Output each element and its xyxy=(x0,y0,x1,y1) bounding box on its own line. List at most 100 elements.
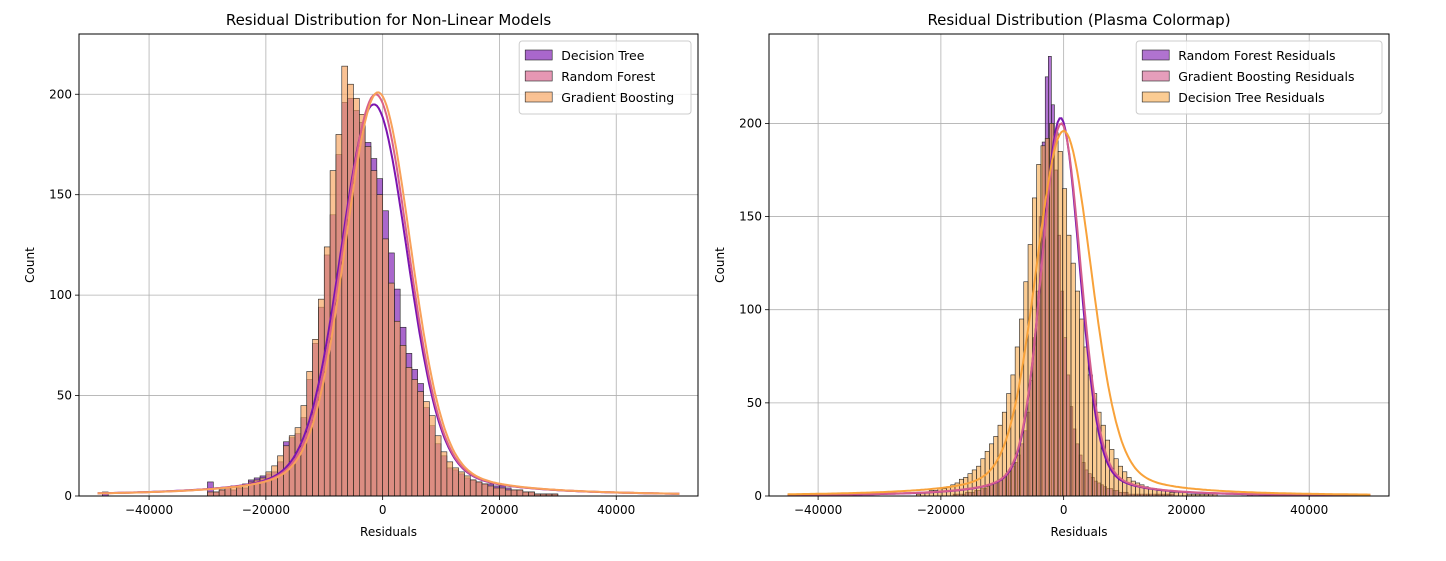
histogram-bar xyxy=(207,491,214,497)
y-tick-label: 100 xyxy=(739,303,762,317)
kde-curve-3 xyxy=(97,91,680,495)
histogram-bar xyxy=(394,320,401,497)
histogram-bar xyxy=(399,345,407,497)
legend-swatch xyxy=(524,70,553,82)
x-tick-label: −40000 xyxy=(125,503,173,517)
histogram-bar xyxy=(971,469,977,497)
histogram-bar xyxy=(958,478,964,497)
histogram-bar xyxy=(1173,491,1179,497)
x-tick-label: 40000 xyxy=(597,503,635,517)
chart-title: Residual Distribution (Plasma Colormap) xyxy=(927,11,1230,29)
histogram-bar xyxy=(440,451,448,497)
legend-swatch xyxy=(1141,70,1170,82)
histogram-bar xyxy=(434,435,442,497)
histogram-bar xyxy=(1053,132,1059,497)
histogram-bar xyxy=(446,461,454,497)
histogram-bar xyxy=(429,415,436,497)
chart-1: −40000 −20000 0 20000 40000 0 50 100 150 200 Resid… xyxy=(23,11,699,539)
histogram-bar xyxy=(967,473,973,497)
y-axis-label: Count xyxy=(713,247,727,283)
histogram-bar xyxy=(464,475,471,497)
x-tick-label: −20000 xyxy=(917,503,965,517)
legend: Decision Tree Random Forest Gradient Boost… xyxy=(518,40,692,115)
histogram-bar xyxy=(1006,393,1012,497)
histogram-bar xyxy=(1178,491,1184,497)
histogram-bar xyxy=(1070,262,1076,497)
legend-swatch xyxy=(1141,49,1170,61)
histogram-bar xyxy=(493,487,500,497)
histogram-bar xyxy=(364,146,372,497)
y-tick-label: 150 xyxy=(49,188,72,202)
legend-label: Gradient Boosting Residuals xyxy=(1178,69,1354,84)
legend-swatch xyxy=(1141,91,1170,103)
histogram-bar xyxy=(1001,411,1007,497)
x-tick-label: 0 xyxy=(1060,503,1068,517)
histogram-bar xyxy=(224,487,232,497)
histogram-bar xyxy=(1057,151,1063,497)
kde-curve-3 xyxy=(787,129,1371,496)
histogram-bar xyxy=(265,471,273,497)
histogram-bar xyxy=(499,487,506,497)
histogram-bar xyxy=(487,485,494,497)
x-tick-label: 40000 xyxy=(1290,503,1328,517)
histogram-bar xyxy=(475,481,483,497)
chart-2: −40000 −20000 0 20000 40000 0 50 100 150 200 Resid… xyxy=(713,11,1390,539)
histogram-bar xyxy=(1062,188,1068,497)
histogram-bar xyxy=(341,65,348,497)
histogram-bar xyxy=(1010,374,1016,497)
histogram-bar xyxy=(376,194,383,497)
legend: Random Forest Residuals Gradient Boosting… xyxy=(1135,40,1383,115)
y-axis-label: Count xyxy=(23,247,37,283)
y-tick-label: 200 xyxy=(49,87,72,101)
axes-frame xyxy=(78,33,699,497)
histogram-bar xyxy=(388,282,395,497)
legend-label: Random Forest Residuals xyxy=(1178,48,1335,63)
chart-title: Residual Distribution for Non-Linear Mod… xyxy=(226,11,552,29)
histogram-bar xyxy=(976,465,982,497)
x-tick-label: 0 xyxy=(379,503,387,517)
y-tick-label: 50 xyxy=(747,396,762,410)
histogram-bar xyxy=(963,477,969,497)
histogram-bar xyxy=(271,465,278,497)
histogram-bar xyxy=(452,467,459,497)
legend-box xyxy=(1135,40,1383,115)
histogram-bar xyxy=(411,379,418,497)
histogram-bar xyxy=(382,238,389,497)
histogram-bar xyxy=(1023,281,1029,497)
histogram-bar xyxy=(1156,490,1162,497)
x-tick-label: 20000 xyxy=(1167,503,1205,517)
histogram-bar xyxy=(997,424,1003,497)
y-tick-label: 0 xyxy=(754,489,762,503)
histogram-bar xyxy=(1019,318,1025,497)
y-tick-label: 50 xyxy=(57,389,72,403)
histogram-bar xyxy=(481,483,489,497)
histogram-bar xyxy=(1075,290,1080,497)
histogram-bar xyxy=(1079,318,1085,497)
histogram-bar xyxy=(417,391,424,497)
histogram-bar xyxy=(1083,346,1089,497)
legend-swatch xyxy=(524,49,553,61)
x-tick-label: −40000 xyxy=(794,503,842,517)
axes-frame xyxy=(768,33,1390,497)
histogram-bar xyxy=(359,114,366,497)
x-tick-label: −20000 xyxy=(242,503,290,517)
legend-swatch xyxy=(524,91,553,103)
x-tick-label: 20000 xyxy=(480,503,518,517)
x-axis-label: Residuals xyxy=(360,525,417,539)
histogram-bar xyxy=(335,134,343,497)
histogram-bar xyxy=(510,489,518,497)
y-tick-label: 200 xyxy=(739,116,762,130)
kde-curve-2 xyxy=(787,122,1371,497)
legend-label: Gradient Boosting xyxy=(561,90,674,105)
histogram-bar xyxy=(370,170,378,497)
histogram-bar xyxy=(423,401,430,497)
y-tick-label: 150 xyxy=(739,210,762,224)
y-tick-label: 0 xyxy=(64,489,72,503)
histogram-bar xyxy=(213,491,220,497)
histogram-bar xyxy=(504,489,512,497)
histogram-bar xyxy=(1040,145,1046,497)
histogram-bar xyxy=(405,367,413,497)
histogram-bar xyxy=(1066,234,1072,497)
histogram-bar xyxy=(1126,477,1132,497)
